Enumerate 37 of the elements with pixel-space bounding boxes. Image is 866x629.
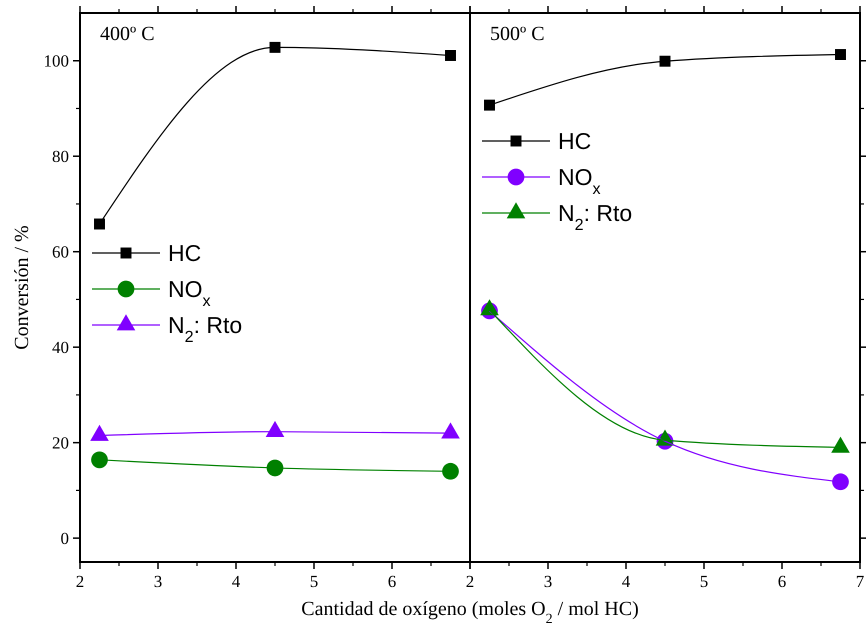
y-tick-label: 100 — [44, 52, 69, 71]
x-tick-label: 2 — [466, 572, 474, 591]
legend-label: HC — [558, 128, 592, 154]
x-tick-label: 5 — [700, 572, 708, 591]
x-tick-label: 5 — [310, 572, 318, 591]
legend-label: HC — [168, 240, 202, 266]
point — [94, 218, 105, 230]
point — [91, 451, 108, 468]
y-tick-label: 60 — [52, 242, 69, 262]
x-tick-label: 3 — [154, 572, 162, 591]
legend-label: N$_{2}$: Rto — [168, 312, 242, 346]
y-tick-label: 40 — [52, 338, 69, 358]
point — [832, 473, 849, 490]
y-tick-label: 80 — [52, 147, 69, 166]
x-tick-label: 2 — [76, 572, 84, 591]
y-tick-label: 0 — [60, 529, 69, 548]
point — [484, 100, 495, 111]
legend-label: NO$_{x}$ — [168, 276, 211, 310]
point — [270, 42, 280, 53]
point — [442, 462, 459, 480]
x-tick-label: 4 — [622, 572, 631, 591]
x-tick-label: 4 — [232, 572, 241, 591]
x-axis-title: Cantidad de oxígeno (moles O$_{2}$ / mol HC) — [301, 598, 639, 626]
y-axis-title: Conversión / % — [11, 225, 33, 350]
x-tick-label: 6 — [388, 572, 396, 591]
x-tick-label: 7 — [856, 572, 865, 591]
point — [660, 56, 670, 67]
point — [445, 50, 456, 61]
text: 400º C — [100, 23, 155, 45]
text: 500º C — [490, 23, 545, 45]
point — [835, 49, 846, 60]
x-tick-label: 6 — [778, 572, 786, 591]
y-tick-label: 20 — [52, 434, 69, 453]
legend-label: NO$_{x}$ — [558, 164, 601, 198]
legend-label: N$_{2}$: Rto — [558, 200, 632, 234]
x-tick-label: 3 — [544, 572, 552, 591]
point — [266, 460, 284, 476]
